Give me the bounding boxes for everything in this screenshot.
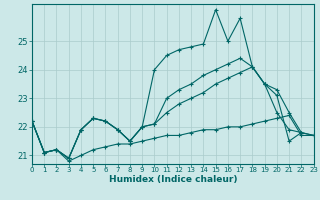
X-axis label: Humidex (Indice chaleur): Humidex (Indice chaleur): [108, 175, 237, 184]
